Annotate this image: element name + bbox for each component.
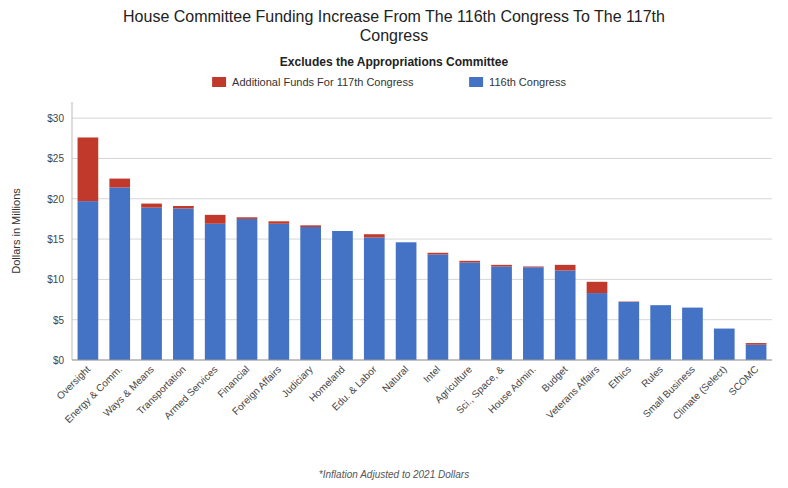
bar-segment — [300, 225, 321, 227]
bar-segment — [746, 343, 767, 345]
y-tick-label: $5 — [53, 315, 65, 326]
legend: Additional Funds For 117th Congress 116th… — [212, 76, 566, 88]
x-tick-label: Natural — [380, 364, 411, 395]
bar-segment — [523, 267, 544, 360]
x-tick-label: Budget — [539, 363, 569, 393]
subtitle: Excludes the Appropriations Committee — [280, 55, 509, 69]
y-tick-label: $30 — [47, 113, 64, 124]
x-tick-label: Rules — [639, 364, 665, 390]
bar-segment — [714, 329, 735, 360]
bar-segment — [618, 302, 639, 360]
chart-container: House Committee Funding Increase From Th… — [0, 0, 788, 488]
x-tick-label: SCOMC — [726, 364, 760, 398]
x-tick-label: Foreign Affairs — [230, 364, 283, 417]
bar-segment — [268, 224, 289, 360]
bar-segment — [428, 254, 449, 360]
x-tick-label: Ethics — [606, 364, 633, 391]
bar-segment — [746, 345, 767, 360]
title-line: Congress — [360, 27, 428, 44]
x-tick-label: Edu. & Labor — [330, 363, 380, 413]
x-tick-label: Intel — [421, 364, 442, 385]
bar-segment — [650, 305, 671, 360]
y-grid — [72, 118, 772, 360]
bar-segment — [587, 293, 608, 360]
bar-segment — [268, 221, 289, 223]
bar-segment — [332, 231, 353, 360]
legend-label: 116th Congress — [489, 76, 566, 88]
bar-segment — [587, 282, 608, 293]
bar-segment — [109, 179, 130, 188]
bar-segment — [618, 301, 639, 302]
y-tick-label: $10 — [47, 274, 64, 285]
bar-segment — [396, 242, 417, 360]
bar-segment — [205, 215, 226, 224]
x-tick-label: Veterans Affairs — [544, 364, 601, 421]
bar-segment — [173, 206, 194, 208]
legend-swatch — [212, 77, 226, 87]
bar-segment — [300, 227, 321, 360]
grid-line — [72, 118, 772, 119]
bar-segment — [491, 265, 512, 267]
bar-segment — [332, 231, 353, 232]
bar-segment — [682, 308, 703, 360]
x-tick-label: Energy & Comm. — [63, 364, 125, 426]
bar-segment — [682, 307, 703, 308]
legend-label: Additional Funds For 117th Congress — [232, 76, 414, 88]
chart-svg: House Committee Funding Increase From Th… — [0, 0, 788, 488]
bar-segment — [714, 328, 735, 329]
y-axis-label: Dollars in Millions — [10, 188, 22, 274]
x-tick-label: Climate (Select) — [671, 364, 729, 422]
bar-segment — [78, 137, 99, 201]
bar-segment — [109, 187, 130, 360]
bar-segment — [555, 265, 576, 271]
bar-segment — [141, 204, 162, 208]
x-tick-label: House Admin. — [486, 364, 538, 416]
bar-segment — [364, 237, 385, 360]
title-line: House Committee Funding Increase From Th… — [123, 8, 665, 25]
grid-line — [72, 360, 772, 361]
legend-swatch — [469, 77, 483, 87]
bar-segment — [237, 217, 258, 219]
bar-segment — [459, 261, 480, 263]
bar-segment — [491, 266, 512, 360]
y-tick-label: $0 — [53, 355, 65, 366]
y-tick-label: $15 — [47, 234, 64, 245]
x-tick-label: Armed Services — [162, 364, 220, 422]
bar-segment — [141, 208, 162, 360]
bar-segment — [650, 305, 671, 306]
footnote: *Inflation Adjusted to 2021 Dollars — [319, 469, 469, 480]
bar-segment — [396, 242, 417, 243]
grid-line — [72, 158, 772, 159]
bar-segment — [237, 219, 258, 360]
y-tick-label: $25 — [47, 153, 64, 164]
bar-segment — [428, 253, 449, 255]
bar-segment — [523, 266, 544, 268]
bar-segment — [364, 234, 385, 237]
y-axis-line — [72, 102, 73, 360]
bar-segment — [555, 271, 576, 360]
x-axis-line — [72, 360, 772, 361]
y-tick-label: $20 — [47, 194, 64, 205]
title: House Committee Funding Increase From Th… — [123, 8, 665, 44]
bar-segment — [459, 262, 480, 360]
bar-segment — [173, 208, 194, 360]
bars — [78, 137, 767, 360]
bar-segment — [78, 201, 99, 360]
bar-segment — [205, 224, 226, 360]
grid-line — [72, 198, 772, 199]
background — [0, 0, 788, 488]
